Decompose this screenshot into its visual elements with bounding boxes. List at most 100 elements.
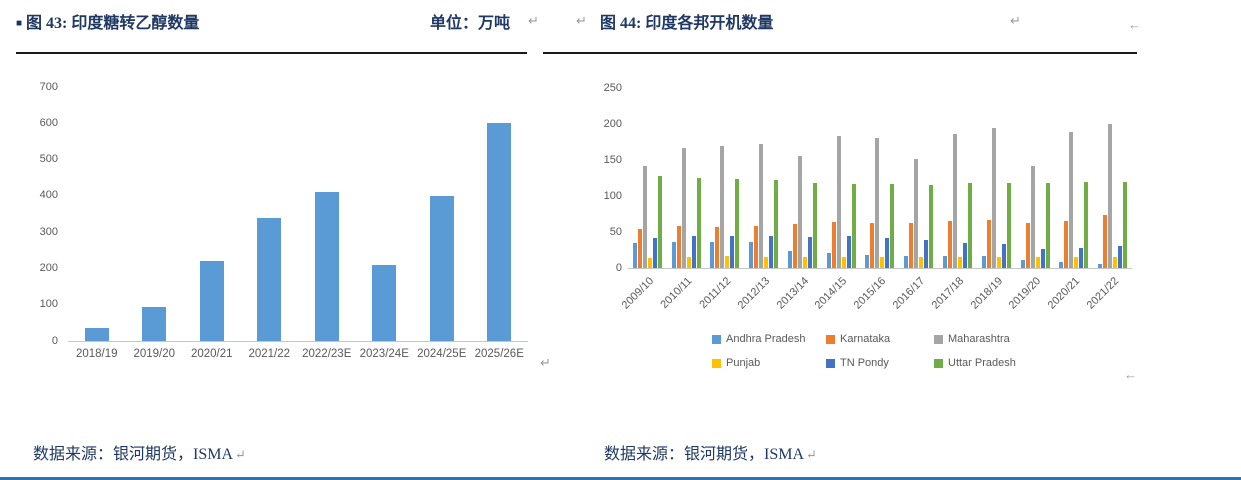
bar-2023/24E: [372, 264, 397, 341]
bar-punjab-2021/22: [1113, 257, 1118, 268]
bar-tn-pondy-2012/13: [769, 236, 774, 268]
bar-andhra-pradesh-2018/19: [981, 255, 986, 268]
x-label-2020/21: 2020/21: [190, 348, 233, 360]
y-tick-500: 500: [39, 153, 58, 166]
bar-karnataka-2013/14: [792, 224, 797, 268]
x-label-2022/23E: 2022/23E: [302, 348, 352, 360]
bar-slot: [298, 87, 356, 341]
x-label-2021/22: 2021/22: [248, 348, 291, 360]
bar-group-2021/22: [1093, 88, 1132, 268]
legend-label: Maharashtra: [948, 333, 1010, 345]
page-footer-rule: [0, 477, 1241, 480]
bar-slot: [413, 87, 471, 341]
bar-uttar-pradesh-2018/19: [1006, 183, 1011, 268]
bar-punjab-2017/18: [958, 257, 962, 268]
bar-andhra-pradesh-2016/17: [904, 255, 909, 268]
bar-punjab-2019/20: [1035, 257, 1040, 268]
bar-punjab-2014/15: [841, 257, 846, 268]
bar-karnataka-2009/10: [637, 229, 642, 268]
bar-uttar-pradesh-2009/10: [657, 175, 662, 268]
bar-group-2017/18: [938, 88, 977, 268]
legend-label: Punjab: [726, 357, 761, 369]
bar-tn-pondy-2019/20: [1040, 248, 1045, 268]
legend-swatch-icon: [712, 334, 721, 344]
bar-punjab-2016/17: [919, 257, 924, 268]
bar-tn-pondy-2017/18: [963, 242, 967, 268]
x-label-2012/13: 2012/13: [735, 275, 773, 312]
bar-group-2009/10: [628, 88, 667, 268]
bar-group-2018/19: [977, 88, 1016, 268]
bar-slot: [183, 87, 241, 341]
x-label-2019/20: 2019/20: [133, 348, 176, 360]
bar-uttar-pradesh-2021/22: [1123, 182, 1128, 268]
bar-andhra-pradesh-2020/21: [1059, 262, 1064, 268]
bar-tn-pondy-2011/12: [730, 236, 735, 268]
bar-andhra-pradesh-2009/10: [632, 242, 637, 268]
bar-andhra-pradesh-2011/12: [710, 242, 715, 268]
bar-uttar-pradesh-2019/20: [1045, 183, 1050, 268]
bar-group-2015/16: [861, 88, 900, 268]
bar-karnataka-2019/20: [1025, 223, 1030, 268]
y-tick-600: 600: [39, 116, 58, 129]
bar-uttar-pradesh-2012/13: [774, 180, 779, 268]
bar-punjab-2010/11: [686, 257, 691, 268]
legend-label: Karnataka: [840, 333, 891, 345]
bar-tn-pondy-2021/22: [1118, 246, 1123, 268]
legend-item-andhra-pradesh: Andhra Pradesh: [712, 333, 826, 345]
bar-karnataka-2011/12: [715, 226, 720, 268]
bar-maharashtra-2021/22: [1108, 124, 1113, 268]
legend-swatch-icon: [934, 334, 943, 344]
fig44-legend: Andhra Pradesh Karnataka Maharashtra Punjab…: [712, 333, 1056, 369]
bar-tn-pondy-2014/15: [846, 236, 851, 268]
legend-item-karnataka: Karnataka: [826, 333, 934, 345]
y-tick-250: 250: [603, 81, 622, 94]
paragraph-return-icon: ↵: [576, 13, 587, 28]
bar-karnataka-2012/13: [754, 225, 759, 268]
bar-2018/19: [84, 328, 109, 341]
x-label-2015/16: 2015/16: [851, 275, 889, 312]
bar-group-2011/12: [706, 88, 745, 268]
legend-swatch-icon: [826, 358, 835, 368]
bar-2025/26E: [487, 123, 512, 341]
fig43-plot-area: [68, 87, 528, 342]
bar-maharashtra-2009/10: [642, 165, 647, 268]
bar-2022/23E: [314, 192, 339, 341]
y-tick-100: 100: [603, 189, 622, 202]
bar-group-2013/14: [783, 88, 822, 268]
x-label-2024/25E: 2024/25E: [417, 348, 467, 360]
fig44-title: 图 44: 印度各邦开机数量: [600, 9, 773, 33]
bar-maharashtra-2018/19: [991, 127, 996, 268]
bar-karnataka-2021/22: [1103, 215, 1108, 268]
x-label-2020/21: 2020/21: [1045, 275, 1083, 312]
x-label-2016/17: 2016/17: [890, 275, 928, 312]
bar-maharashtra-2017/18: [953, 134, 957, 268]
bar-maharashtra-2012/13: [759, 144, 764, 268]
x-label-2010/11: 2010/11: [658, 275, 695, 312]
legend-item-uttar-pradesh: Uttar Pradesh: [934, 357, 1056, 369]
legend-label: TN Pondy: [840, 357, 889, 369]
bar-andhra-pradesh-2013/14: [787, 251, 792, 268]
bar-punjab-2011/12: [725, 256, 730, 268]
bar-tn-pondy-2009/10: [652, 237, 657, 268]
y-tick-400: 400: [39, 189, 58, 202]
legend-item-tn-pondy: TN Pondy: [826, 357, 934, 369]
x-label-2019/20: 2019/20: [1006, 275, 1044, 312]
fig44-y-axis: 0 50 100 150 200 250: [598, 81, 624, 281]
bar-andhra-pradesh-2021/22: [1098, 264, 1103, 268]
bar-karnataka-2010/11: [676, 226, 681, 268]
bar-andhra-pradesh-2015/16: [865, 255, 870, 268]
legend-swatch-icon: [934, 358, 943, 368]
bar-punjab-2009/10: [647, 257, 652, 268]
bar-maharashtra-2010/11: [681, 148, 686, 268]
bar-punjab-2020/21: [1074, 257, 1079, 268]
bar-group-2012/13: [744, 88, 783, 268]
bar-karnataka-2018/19: [986, 220, 991, 268]
bar-group-2014/15: [822, 88, 861, 268]
fig43-title-text: 图 43: 印度糖转乙醇数量: [26, 15, 200, 32]
x-label-2014/15: 2014/15: [813, 275, 850, 312]
x-label-2018/19: 2018/19: [75, 348, 118, 360]
bar-tn-pondy-2013/14: [807, 237, 812, 268]
legend-label: Andhra Pradesh: [726, 333, 806, 345]
fig43-unit-label: 单位：万吨: [430, 15, 511, 32]
